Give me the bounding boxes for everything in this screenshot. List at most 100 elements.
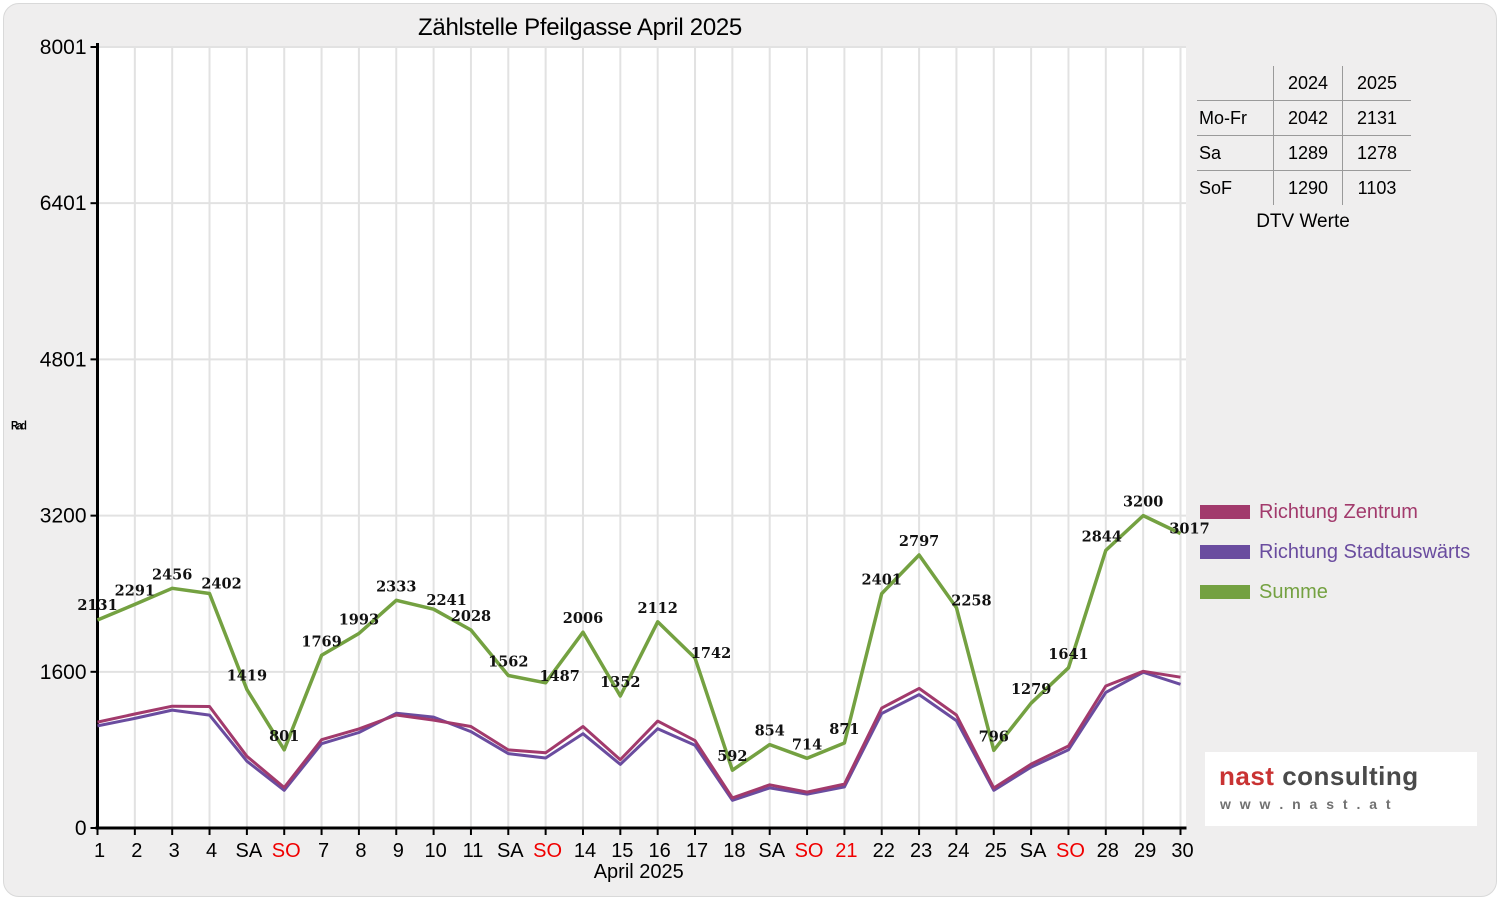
legend-swatch-summe xyxy=(1200,585,1250,599)
dtv-row-label: SoF xyxy=(1199,178,1233,198)
svg-text:1487: 1487 xyxy=(539,668,579,685)
svg-text:2333: 2333 xyxy=(376,578,416,595)
logo-url-text: w w w . n a s t . a t xyxy=(1220,796,1394,812)
dtv-header-2025: 2025 xyxy=(1342,66,1411,100)
svg-text:1: 1 xyxy=(94,840,105,862)
svg-text:8001: 8001 xyxy=(40,36,87,59)
axes xyxy=(95,43,1187,830)
svg-text:801: 801 xyxy=(269,728,299,745)
legend-item-summe: Summe xyxy=(1200,572,1470,612)
legend-item-zentrum: Richtung Zentrum xyxy=(1200,492,1470,532)
legend-label: Richtung Stadtauswärts xyxy=(1259,540,1471,563)
dtv-value: 1289 xyxy=(1273,136,1342,170)
logo-brand-secondary: consulting xyxy=(1274,761,1419,791)
svg-text:1562: 1562 xyxy=(488,654,528,671)
svg-text:2112: 2112 xyxy=(637,600,677,617)
y-gridlines xyxy=(97,46,1186,673)
svg-text:0: 0 xyxy=(75,817,87,840)
svg-text:1641: 1641 xyxy=(1048,646,1088,663)
svg-text:2844: 2844 xyxy=(1082,528,1122,545)
svg-text:8: 8 xyxy=(355,840,366,862)
svg-text:3200: 3200 xyxy=(40,505,87,528)
svg-text:796: 796 xyxy=(979,728,1009,745)
svg-text:6401: 6401 xyxy=(40,192,87,215)
svg-text:16: 16 xyxy=(649,840,671,862)
legend-label: Summe xyxy=(1259,580,1328,603)
svg-text:3: 3 xyxy=(169,840,180,862)
legend-item-stadtauswaerts: Richtung Stadtauswärts xyxy=(1200,532,1470,572)
logo-brand-text: nast consulting xyxy=(1205,752,1477,792)
svg-text:871: 871 xyxy=(829,721,859,738)
svg-text:30: 30 xyxy=(1171,840,1193,862)
dtv-value: 1103 xyxy=(1342,171,1411,205)
svg-text:14: 14 xyxy=(574,840,596,862)
svg-text:21: 21 xyxy=(835,840,857,862)
svg-text:18: 18 xyxy=(723,840,745,862)
svg-text:3017: 3017 xyxy=(1169,521,1209,538)
chart-title: Zählstelle Pfeilgasse April 2025 xyxy=(418,14,742,41)
svg-text:2401: 2401 xyxy=(862,572,902,589)
series-summe xyxy=(96,513,1182,772)
svg-text:2456: 2456 xyxy=(152,566,192,583)
svg-text:2131: 2131 xyxy=(77,597,117,614)
dtv-value: 1290 xyxy=(1273,171,1342,205)
svg-text:7: 7 xyxy=(318,840,329,862)
dtv-table-header-row: 2024 2025 xyxy=(1197,66,1411,100)
svg-text:10: 10 xyxy=(424,840,446,862)
dtv-row-sof: SoF 1290 1103 xyxy=(1197,170,1411,205)
dtv-header-2024: 2024 xyxy=(1273,66,1342,100)
legend-swatch-stadtauswaerts xyxy=(1200,545,1250,559)
svg-text:17: 17 xyxy=(686,840,708,862)
dtv-row-mofr: Mo-Fr 2042 2131 xyxy=(1197,100,1411,135)
logo-brand-primary: nast xyxy=(1219,761,1275,791)
dtv-value: 2042 xyxy=(1273,101,1342,135)
dtv-row-sa: Sa 1289 1278 xyxy=(1197,135,1411,170)
nast-consulting-logo: nast consulting w w w . n a s t . a t xyxy=(1205,752,1477,826)
dtv-value: 2131 xyxy=(1342,101,1411,135)
svg-text:9: 9 xyxy=(393,840,404,862)
svg-text:2028: 2028 xyxy=(451,608,491,625)
svg-text:SA: SA xyxy=(497,840,524,862)
svg-text:1419: 1419 xyxy=(227,667,267,684)
svg-text:714: 714 xyxy=(792,736,822,753)
series-richtung-zentrum xyxy=(97,669,1181,800)
svg-text:2006: 2006 xyxy=(563,610,603,627)
svg-text:SO: SO xyxy=(533,840,562,862)
svg-text:592: 592 xyxy=(717,748,747,765)
svg-text:SA: SA xyxy=(758,840,785,862)
svg-text:23: 23 xyxy=(910,840,932,862)
svg-text:2258: 2258 xyxy=(951,593,991,610)
svg-text:SO: SO xyxy=(1056,840,1085,862)
svg-text:SO: SO xyxy=(795,840,824,862)
svg-text:2797: 2797 xyxy=(899,533,939,550)
svg-text:1769: 1769 xyxy=(301,633,341,650)
svg-text:3200: 3200 xyxy=(1123,494,1163,511)
svg-text:1993: 1993 xyxy=(339,611,379,628)
svg-text:4801: 4801 xyxy=(40,348,87,371)
dtv-row-label: Sa xyxy=(1199,143,1222,163)
y-tick-labels: 0 1600 3200 4801 6401 8001 xyxy=(40,36,98,840)
legend-label: Richtung Zentrum xyxy=(1259,500,1418,523)
svg-text:11: 11 xyxy=(463,840,484,862)
dtv-row-label: Mo-Fr xyxy=(1199,108,1247,128)
svg-text:24: 24 xyxy=(947,840,969,862)
svg-text:25: 25 xyxy=(985,840,1007,862)
svg-text:15: 15 xyxy=(611,840,633,862)
dtv-header-empty xyxy=(1197,66,1273,100)
svg-text:2291: 2291 xyxy=(115,582,155,599)
svg-text:1352: 1352 xyxy=(600,674,640,691)
svg-text:1742: 1742 xyxy=(691,645,731,662)
dtv-table-caption: DTV Werte xyxy=(1256,211,1350,232)
svg-text:4: 4 xyxy=(206,840,217,862)
svg-text:1279: 1279 xyxy=(1011,681,1051,698)
svg-text:SO: SO xyxy=(272,840,301,862)
svg-text:SA: SA xyxy=(1020,840,1047,862)
x-axis-title: April 2025 xyxy=(594,861,684,883)
svg-text:SA: SA xyxy=(236,840,263,862)
svg-text:1600: 1600 xyxy=(40,661,87,684)
series-richtung-stadtausw-rts xyxy=(97,670,1181,802)
svg-text:2402: 2402 xyxy=(201,576,241,593)
svg-text:29: 29 xyxy=(1134,840,1156,862)
svg-text:854: 854 xyxy=(755,723,785,740)
